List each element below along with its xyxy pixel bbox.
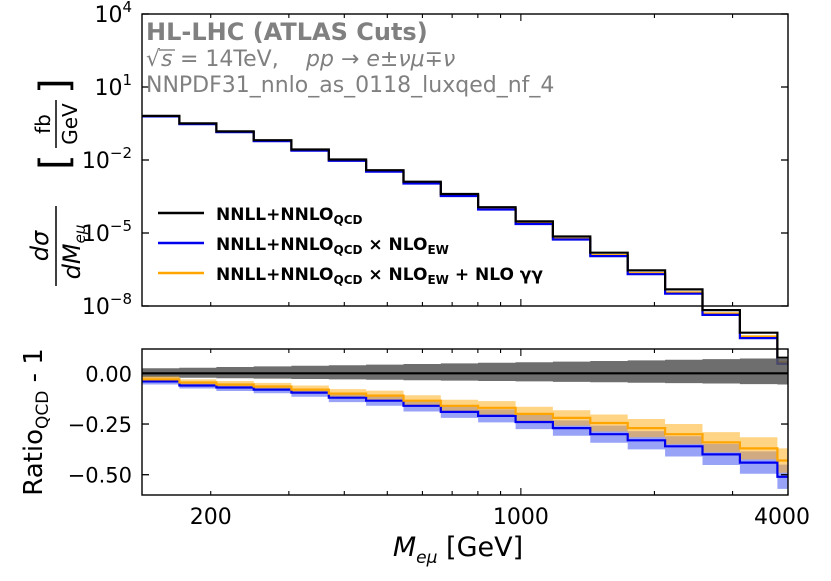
ratio-y-tick-label: −0.25 xyxy=(68,413,132,437)
ratio-x-ticks: 200 1000 4000 xyxy=(190,349,810,530)
ylabel-bracket-left: [ xyxy=(32,154,78,170)
main-y-tick-label: 104 xyxy=(94,0,132,28)
ratio-series-group xyxy=(142,358,788,489)
ratio-y-label: RatioQCD - 1 xyxy=(19,348,53,496)
process-label: pp → e±νμ∓ν xyxy=(305,47,455,72)
main-y-tick-label: 10−8 xyxy=(82,290,132,320)
ylabel-unit-fb: fb xyxy=(31,114,55,134)
legend-label-ew: NNLL+NNLOQCD × NLOEW xyxy=(216,235,449,257)
ylabel-dm: dMeμ xyxy=(58,225,89,280)
ratio-y-tick-label: −0.50 xyxy=(68,464,132,488)
ratio-band-2 xyxy=(142,376,788,473)
ylabel-dsigma: dσ xyxy=(26,230,54,261)
energy-annotation: √ s = 14TeV, pp → e±νμ∓ν xyxy=(146,47,455,72)
legend-label-qcd: NNLL+NNLOQCD xyxy=(216,205,363,227)
energy-label: = 14TeV, xyxy=(173,47,286,72)
ratio-series-line-2 xyxy=(142,378,788,462)
main-series-line-0 xyxy=(142,114,788,359)
ratio-x-tick-label: 4000 xyxy=(754,505,810,530)
ratio-x-tick-label: 1000 xyxy=(493,505,549,530)
ylabel-bracket-right: ] xyxy=(32,78,78,94)
ratio-panel: 0.00−0.25−0.50 200 1000 4000 RatioQCD - 1 … xyxy=(19,348,810,568)
main-y-tick-label: 10−5 xyxy=(82,217,132,247)
ratio-band-0 xyxy=(142,358,788,385)
ratio-y-ticks: 0.00 −0.25 −0.50 xyxy=(68,362,788,488)
sqrt-symbol: √ xyxy=(146,47,161,72)
pdf-set-label: NNPDF31_nnlo_as_0118_luxqed_nf_4 xyxy=(146,73,554,98)
main-y-label: dσ dMeμ [ fb GeV ] xyxy=(26,78,89,286)
ratio-x-tick-label: 200 xyxy=(190,505,232,530)
main-y-tick-label: 101 xyxy=(94,71,132,101)
plot-title: HL-LHC (ATLAS Cuts) xyxy=(146,18,428,46)
ratio-plot-frame xyxy=(141,348,789,496)
ratio-series-line-1 xyxy=(142,380,788,478)
ratio-y-tick-label: 0.00 xyxy=(85,362,132,386)
ylabel-unit-gev: GeV xyxy=(58,103,82,145)
main-panel: 104 101 10−2 10−5 10−8 HL-LHC (ATLAS Cuts) √… xyxy=(26,0,789,365)
main-series-group xyxy=(142,114,788,365)
legend: NNLL+NNLOQCD NNLL+NNLOQCD × NLOEW NNLL+N… xyxy=(158,205,543,287)
main-y-ticks: 104 101 10−2 10−5 10−8 xyxy=(82,0,789,320)
main-y-tick-label: 10−2 xyxy=(82,144,132,174)
x-axis-label: Meμ [GeV] xyxy=(393,532,523,568)
legend-label-ew-gamma: NNLL+NNLOQCD × NLOEW + NLO γγ xyxy=(216,265,543,287)
sqrt-s-label: s xyxy=(161,47,172,72)
